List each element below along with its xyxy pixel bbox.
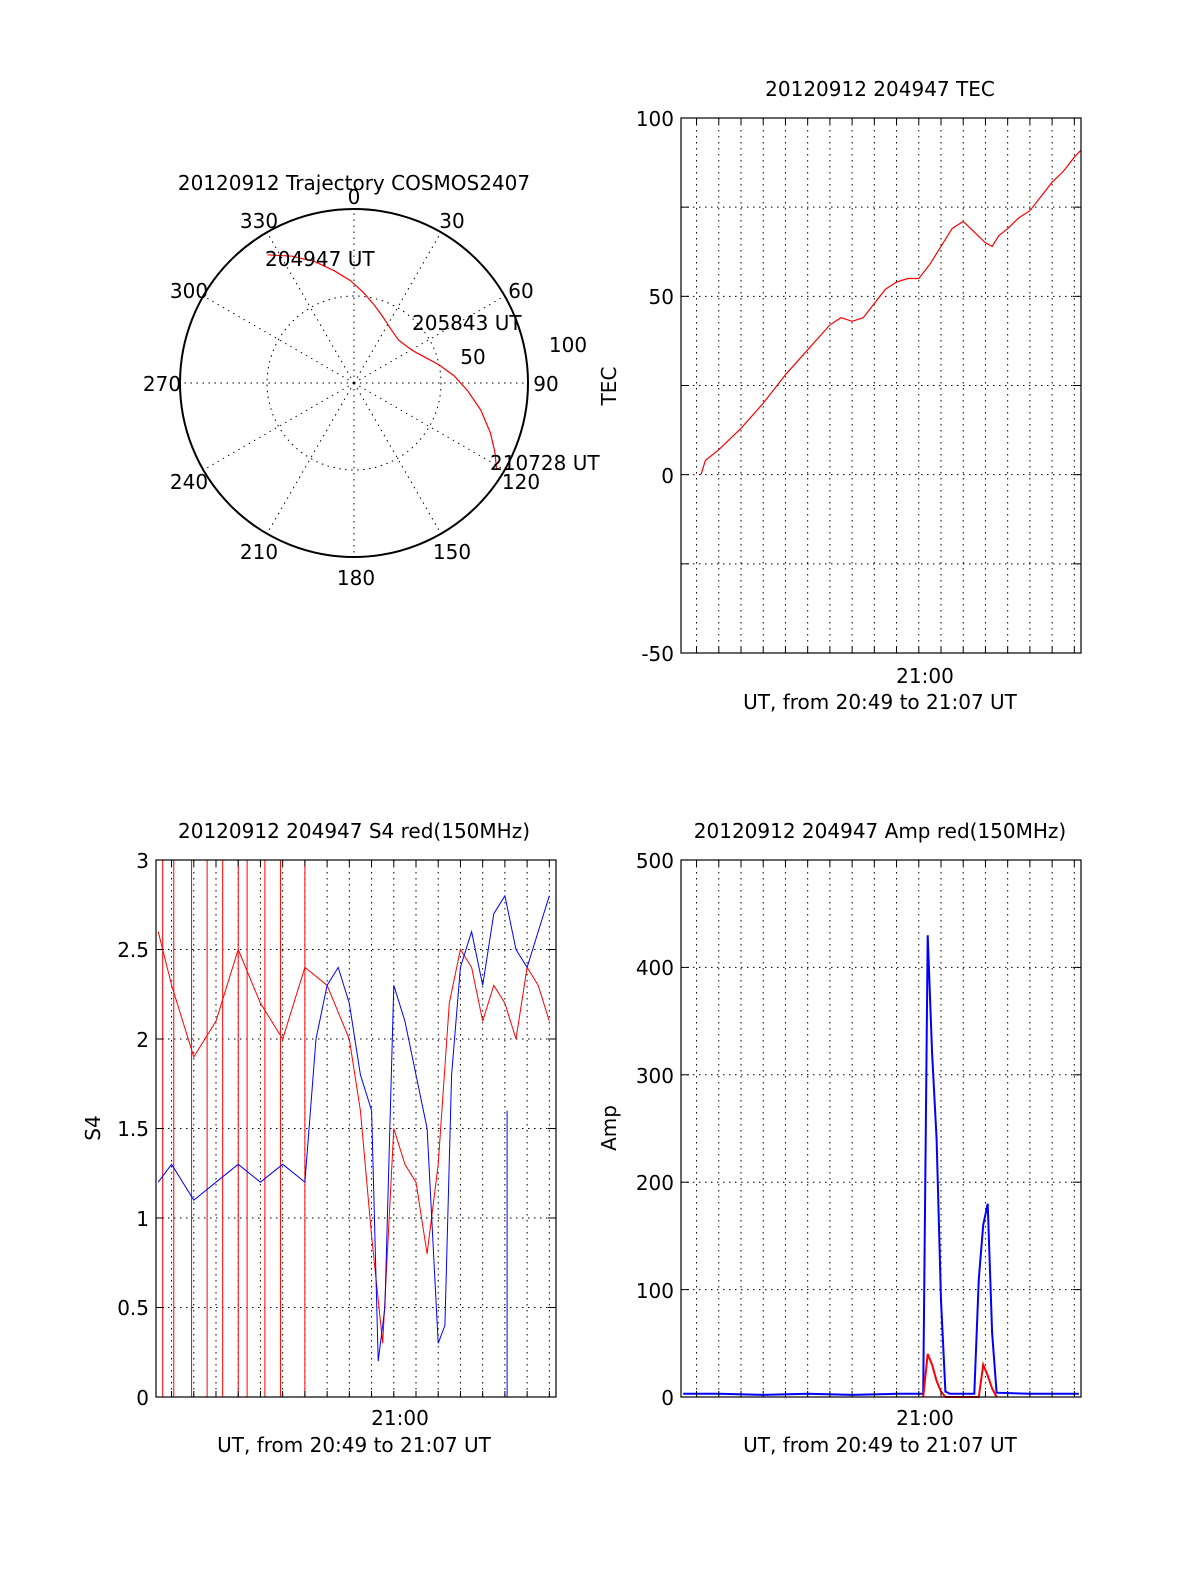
azimuth-label-150: 150 [433,540,471,564]
amp-grid [681,859,1081,1398]
s4-y-tick-0: 0 [136,1386,149,1410]
azimuth-label-240: 240 [170,470,208,494]
polar-spoke [203,382,355,471]
amp-tick-marks [681,859,1081,1398]
polar-spoke [353,232,442,384]
trajectory-start-label: 204947 UT [265,247,375,271]
s4-xlabel: UT, from 20:49 to 21:07 UT [217,1433,492,1457]
s4-x-tick-2100: 21:00 [371,1406,429,1430]
s4-red-series-line [157,931,550,1344]
tec-x-tick-2100: 21:00 [896,664,954,688]
polar-spoke [353,382,505,471]
amp-xlabel: UT, from 20:49 to 21:07 UT [743,1433,1018,1457]
tec-y-tick-0: 0 [661,464,674,488]
amp-y-tick-0: 0 [661,1386,674,1410]
amp-y-tick-400: 400 [636,956,674,980]
polar-outer-circle [179,208,529,558]
s4-y-tick-1: 1 [136,1207,149,1231]
tec-grid [681,117,1081,654]
polar-spoke [353,382,442,534]
s4-y-tick-3: 3 [136,849,149,873]
polar-title: 20120912 Trajectory COSMOS2407 [178,171,530,195]
polar-chart: 20120912 Trajectory COSMOS2407 0 30 60 9… [143,171,600,590]
amp-y-tick-200: 200 [636,1171,674,1195]
tec-y-tick-100: 100 [636,107,674,131]
amp-plot-frame [680,859,1082,1398]
s4-grid [156,859,556,1398]
s4-blue-series-line [157,894,550,1362]
s4-y-tick-2: 2 [136,1028,149,1052]
polar-spoke [266,232,355,384]
amp-red-series-line [922,1353,998,1398]
tec-chart: 20120912 204947 TEC 100 50 0 -50 21:00 U… [597,77,1082,714]
s4-y-tick-1.5: 1.5 [117,1117,149,1141]
amp-chart: 20120912 204947 Amp red(150MHz) 500 400 … [597,819,1082,1457]
tec-tick-marks [681,117,1081,654]
azimuth-label-330: 330 [240,209,278,233]
tec-y-tick-m50: -50 [641,642,674,666]
polar-spoke [353,295,505,384]
azimuth-label-300: 300 [170,279,208,303]
s4-chart: 20120912 204947 S4 red(150MHz) 3 2.5 2 1… [81,819,557,1457]
amp-ylabel: Amp [597,1105,621,1151]
amp-title: 20120912 204947 Amp red(150MHz) [694,819,1066,843]
polar-spoke [266,382,355,534]
tec-ylabel: TEC [597,367,621,407]
s4-y-tick-0.5: 0.5 [117,1296,149,1320]
azimuth-label-90: 90 [533,372,558,396]
polar-range-circle [266,295,442,471]
amp-y-tick-500: 500 [636,849,674,873]
radial-label-100: 100 [549,333,587,357]
amp-y-tick-300: 300 [636,1064,674,1088]
s4-ylabel: S4 [81,1115,105,1140]
tec-series-line [700,149,1082,475]
tec-y-tick-50: 50 [649,285,674,309]
trajectory-mid-label: 205843 UT [412,311,522,335]
tec-xlabel: UT, from 20:49 to 21:07 UT [743,690,1018,714]
amp-blue-series-line [683,935,1079,1396]
trajectory-line [267,254,498,469]
azimuth-label-270: 270 [143,372,181,396]
azimuth-label-0: 0 [348,185,361,209]
radial-label-50: 50 [460,345,485,369]
azimuth-label-210: 210 [240,540,278,564]
amp-x-tick-2100: 21:00 [896,1406,954,1430]
azimuth-label-120: 120 [502,470,540,494]
tec-title: 20120912 204947 TEC [765,77,995,101]
azimuth-label-60: 60 [508,279,533,303]
s4-red-dropout-spikes [162,860,508,1397]
azimuth-label-30: 30 [439,209,464,233]
polar-azimuth-labels: 0 30 60 90 120 150 180 210 240 270 300 3… [143,185,559,590]
amp-y-tick-100: 100 [636,1279,674,1303]
trajectory-end-label: 210728 UT [490,451,600,475]
s4-y-tick-2.5: 2.5 [117,938,149,962]
polar-grid [180,209,528,557]
azimuth-label-180: 180 [337,566,375,590]
s4-tick-marks [156,859,556,1398]
s4-title: 20120912 204947 S4 red(150MHz) [178,819,530,843]
polar-spoke [203,295,355,384]
